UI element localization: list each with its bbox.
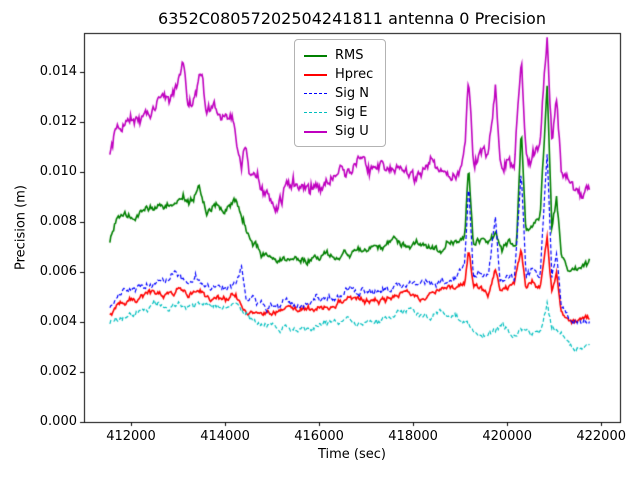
legend-item: Hprec	[304, 65, 373, 84]
legend-label: Sig N	[335, 86, 369, 101]
legend-label: Sig U	[335, 124, 369, 139]
y-tick-label: 0.004	[39, 314, 77, 329]
legend-item: RMS	[304, 46, 373, 65]
legend: RMS Hprec Sig N Sig E Sig U	[294, 39, 387, 147]
legend-label: Hprec	[335, 67, 374, 82]
y-tick-label: 0.008	[39, 214, 77, 229]
y-tick-label: 0.014	[39, 64, 77, 79]
chart-title: 6352C08057202504241811 antenna 0 Precisi…	[158, 9, 546, 28]
legend-line-sample	[304, 130, 327, 133]
y-tick-label: 0.002	[39, 364, 77, 379]
x-tick-label: 422000	[576, 429, 627, 444]
y-tick-label: 0.006	[39, 264, 77, 279]
x-axis-label: Time (sec)	[317, 447, 386, 462]
legend-label: Sig E	[335, 105, 368, 120]
legend-line-sample	[304, 93, 327, 94]
x-tick-label: 412000	[106, 429, 156, 444]
x-tick-label: 416000	[294, 429, 344, 444]
x-tick-label: 414000	[200, 429, 250, 444]
legend-item: Sig U	[304, 122, 373, 141]
y-tick-label: 0.000	[39, 414, 77, 429]
legend-label: RMS	[335, 48, 364, 63]
y-tick-label: 0.010	[39, 164, 77, 179]
x-tick-label: 418000	[388, 429, 438, 444]
legend-line-sample	[304, 112, 327, 113]
y-tick-label: 0.012	[39, 114, 77, 129]
legend-line-sample	[304, 54, 327, 57]
legend-item: Sig N	[304, 84, 373, 103]
legend-item: Sig E	[304, 103, 373, 122]
x-tick-label: 420000	[482, 429, 532, 444]
legend-line-sample	[304, 73, 327, 76]
